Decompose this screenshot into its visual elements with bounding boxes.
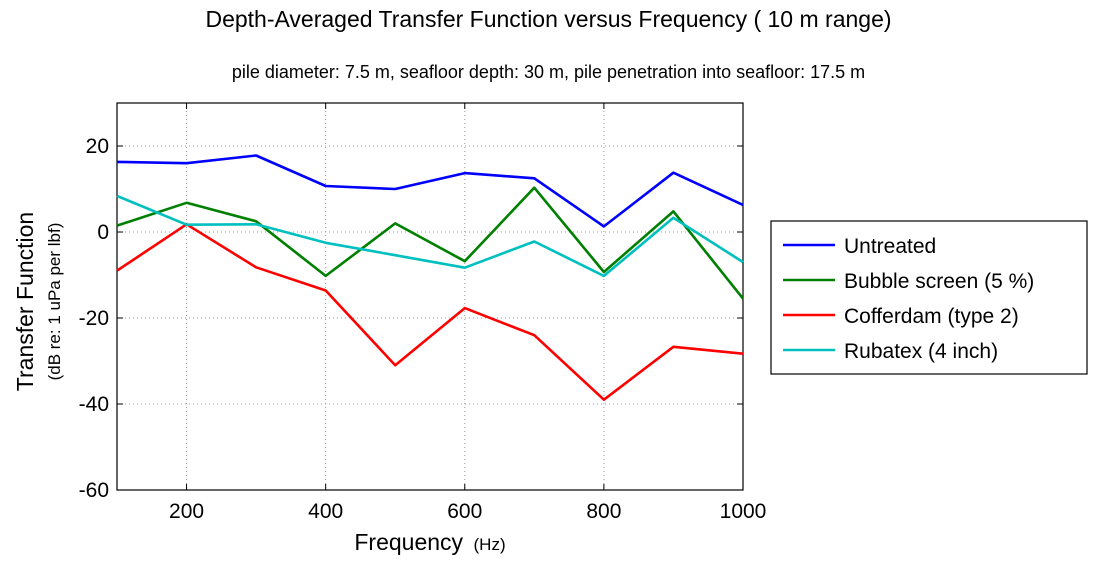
y-tick-label: 20 bbox=[86, 135, 109, 158]
series-line bbox=[116, 223, 744, 402]
axis-ticks: 200 400 600 800 1000 -60 -40 -20 0 20 bbox=[79, 103, 767, 523]
series-layer bbox=[116, 154, 745, 402]
x-tick-label: 200 bbox=[169, 500, 204, 523]
y-tick-label: -40 bbox=[79, 393, 109, 416]
legend-label: Untreated bbox=[844, 235, 936, 258]
legend: Untreated Bubble screen (5 %) Cofferdam (t… bbox=[770, 220, 1088, 375]
legend-label: Bubble screen (5 %) bbox=[844, 270, 1034, 293]
x-axis-label-unit: (Hz) bbox=[474, 535, 506, 554]
x-axis-label: Frequency (Hz) bbox=[354, 529, 505, 555]
chart-subtitle: pile diameter: 7.5 m, seafloor depth: 30… bbox=[231, 62, 866, 82]
x-axis-label-main: Frequency bbox=[354, 529, 463, 555]
x-tick-label: 1000 bbox=[720, 500, 767, 523]
chart-title: Depth-Averaged Transfer Function versus … bbox=[205, 6, 892, 32]
x-tick-label: 800 bbox=[586, 500, 621, 523]
x-tick-label: 600 bbox=[447, 500, 482, 523]
y-axis-label-main: Transfer Function bbox=[12, 212, 38, 391]
series-line bbox=[116, 194, 744, 278]
y-tick-label: 0 bbox=[97, 221, 109, 244]
legend-label: Rubatex (4 inch) bbox=[844, 340, 998, 363]
y-axis-label-unit: (dB re: 1 uPa per lbf) bbox=[45, 223, 64, 381]
series-line bbox=[116, 154, 744, 228]
legend-box bbox=[770, 220, 1088, 375]
y-tick-label: -20 bbox=[79, 307, 109, 330]
grid-lines bbox=[117, 103, 743, 490]
legend-label: Cofferdam (type 2) bbox=[844, 305, 1019, 328]
x-tick-label: 400 bbox=[308, 500, 343, 523]
series-line bbox=[116, 186, 745, 300]
y-tick-label: -60 bbox=[79, 479, 109, 502]
plot-area-frame bbox=[116, 102, 744, 491]
